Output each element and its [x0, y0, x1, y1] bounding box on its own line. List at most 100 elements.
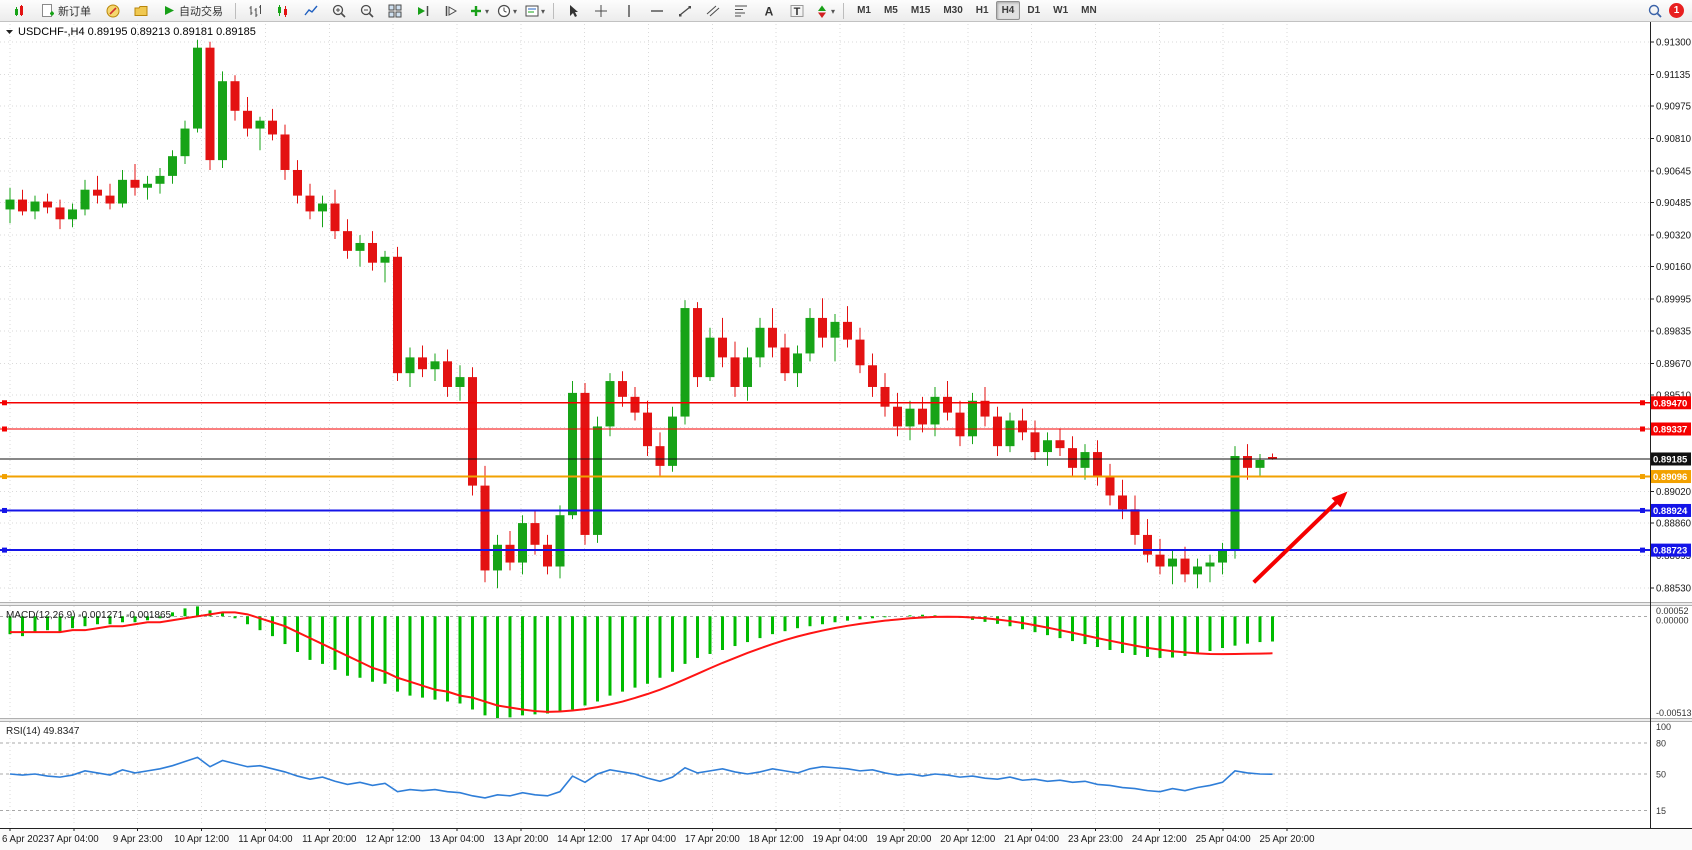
chart-window: 0.91300 0.91135 0.90975 0.90810 0.90645 0.904… — [0, 22, 1692, 850]
support-line-2-handle[interactable] — [2, 547, 7, 553]
notification-badge[interactable]: 1 — [1669, 3, 1684, 18]
candle-body — [780, 347, 790, 374]
candle-body — [1030, 432, 1040, 453]
support-line-1-handle[interactable] — [1640, 507, 1645, 513]
resistance-line-2-handle[interactable] — [2, 426, 7, 432]
date-tick-label: 19 Apr 04:00 — [813, 834, 869, 845]
timeframe-MN[interactable]: MN — [1081, 5, 1097, 16]
indicators-plus-icon — [471, 5, 481, 16]
zoom-in-button[interactable] — [325, 0, 352, 21]
candle-body — [680, 308, 690, 417]
svg-text:T: T — [793, 6, 800, 18]
folder-icon — [134, 5, 147, 16]
candle-body — [1093, 452, 1102, 476]
candle-body — [543, 544, 552, 567]
new-chart-button[interactable] — [6, 0, 33, 21]
time-axis[interactable]: 6 Apr 2023 7 Apr 04:00 9 Apr 23:00 10 Apr 1… — [0, 828, 1692, 850]
date-tick-label: 19 Apr 20:00 — [876, 834, 932, 845]
arrows-button[interactable] — [811, 0, 838, 21]
new-order-button[interactable]: 新订单 — [34, 0, 98, 21]
chart-shift-button[interactable] — [437, 0, 464, 21]
candle-body — [930, 396, 940, 425]
bid-price-line-badge-label: 0.89185 — [1653, 454, 1688, 465]
price-tick-label: 0.88530 — [1656, 584, 1692, 595]
compass-icon — [106, 4, 119, 17]
price-axis[interactable]: 0.91300 0.91135 0.90975 0.90810 0.90645 0.904… — [1650, 22, 1692, 828]
price-tick-label: 0.90645 — [1656, 166, 1691, 177]
candle-body — [405, 357, 415, 374]
pivot-line-handle[interactable] — [1640, 474, 1645, 480]
resistance-line-1-handle[interactable] — [1640, 400, 1645, 406]
horizontal-line-button[interactable] — [643, 0, 670, 21]
one-click-trading-icon[interactable] — [6, 30, 13, 34]
timeframe-M1[interactable]: M1 — [857, 5, 871, 16]
zoom-out-button[interactable] — [353, 0, 380, 21]
channel-icon — [706, 5, 719, 16]
metaeditor-button[interactable] — [99, 0, 126, 21]
bar-chart-button[interactable] — [241, 0, 268, 21]
bid-price-line-badge — [1651, 452, 1691, 466]
vertical-line-button[interactable] — [615, 0, 642, 21]
support-line-2-badge-label: 0.88723 — [1653, 546, 1687, 557]
order-icon — [42, 4, 54, 17]
candle-body — [1043, 440, 1052, 453]
autotrading-button[interactable]: 自动交易 — [155, 0, 230, 21]
profiles-button[interactable] — [127, 0, 154, 21]
pane-splitter[interactable] — [0, 602, 1692, 606]
search-button[interactable] — [1641, 0, 1668, 21]
candlestick-chart-button[interactable] — [269, 0, 296, 21]
cursor-button[interactable] — [559, 0, 586, 21]
chart-canvas[interactable]: 0.91300 0.91135 0.90975 0.90810 0.90645 0.904… — [0, 22, 1692, 850]
text-button[interactable]: A — [755, 0, 782, 21]
candle-body — [1005, 420, 1015, 447]
timeframe-M30[interactable]: M30 — [943, 5, 963, 16]
candle-body — [868, 365, 877, 387]
templates-button[interactable] — [521, 0, 548, 21]
tile-windows-button[interactable] — [381, 0, 408, 21]
timeframe-M15[interactable]: M15 — [910, 5, 931, 16]
text-label-button[interactable]: T — [783, 0, 810, 21]
fibonacci-icon — [734, 5, 747, 16]
candle-body — [793, 353, 802, 374]
text-label-icon: T — [790, 4, 804, 18]
trendline-button[interactable] — [671, 0, 698, 21]
candle-body — [768, 327, 777, 348]
indicators-button[interactable] — [465, 0, 492, 21]
candle-body — [1193, 566, 1202, 575]
timeframe-H1[interactable]: H1 — [975, 5, 989, 16]
candle-body — [668, 416, 677, 466]
date-tick-label: 25 Apr 04:00 — [1196, 834, 1252, 845]
timeframe-H4[interactable]: H4 — [995, 1, 1021, 20]
resistance-line-1-handle[interactable] — [2, 400, 7, 406]
candle-body — [1168, 558, 1177, 567]
pivot-line-handle[interactable] — [2, 474, 7, 480]
pivot-line-badge — [1651, 470, 1691, 484]
line-chart-button[interactable] — [297, 0, 324, 21]
timeframe-W1[interactable]: W1 — [1053, 5, 1069, 16]
zoom-out-icon — [360, 4, 374, 18]
crosshair-icon — [594, 4, 607, 17]
support-line-1-handle[interactable] — [2, 507, 7, 513]
autoscroll-button[interactable] — [409, 0, 436, 21]
crosshair-button[interactable] — [587, 0, 614, 21]
rsi-scale-label: 80 — [1656, 738, 1666, 748]
periods-button[interactable] — [493, 0, 520, 21]
pane-splitter[interactable] — [0, 718, 1692, 722]
resistance-line-2-handle[interactable] — [1640, 426, 1645, 432]
clock-icon — [497, 4, 511, 17]
trendline-icon — [678, 5, 691, 16]
candle-body — [343, 231, 352, 251]
timeframe-M5[interactable]: M5 — [883, 5, 898, 16]
channel-button[interactable] — [699, 0, 726, 21]
candles-layer — [5, 39, 1277, 589]
price-tick-label: 0.90810 — [1656, 134, 1692, 145]
trend-arrow[interactable] — [1252, 491, 1348, 584]
support-line-2-handle[interactable] — [1640, 547, 1645, 553]
candle-body — [705, 337, 715, 378]
support-line-1-badge-label: 0.88924 — [1653, 506, 1688, 517]
candle-body — [355, 242, 365, 251]
candle-body — [993, 416, 1002, 447]
fibonacci-button[interactable] — [727, 0, 754, 21]
candle-body — [1143, 534, 1152, 555]
timeframe-D1[interactable]: D1 — [1027, 5, 1041, 16]
